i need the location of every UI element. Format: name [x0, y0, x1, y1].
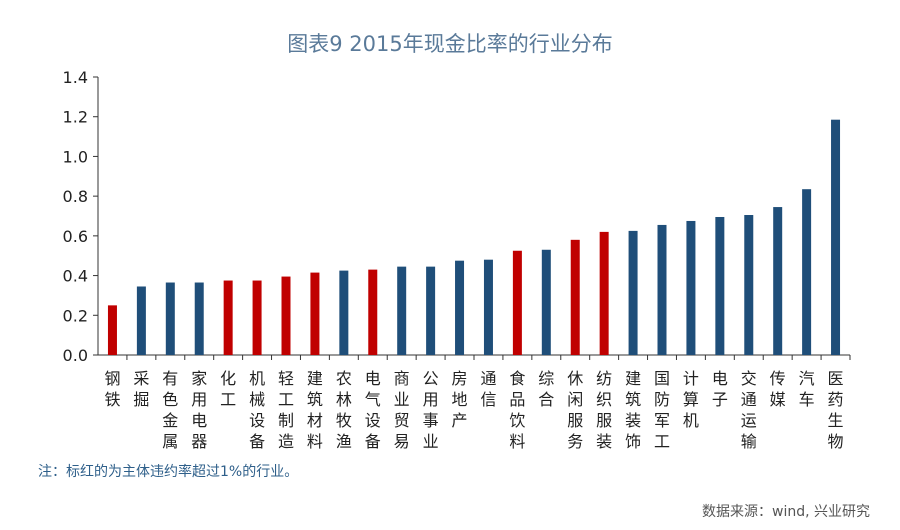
- x-tick-label: 有色金属: [162, 369, 178, 451]
- bar-4: [194, 282, 204, 355]
- data-source: 数据来源：wind, 兴业研究: [702, 504, 870, 520]
- x-tick-label: 建筑材料: [307, 369, 323, 451]
- x-tick-label: 钢铁: [104, 369, 120, 409]
- bar-5: [223, 280, 233, 355]
- x-tick-label: 机械设备: [249, 369, 265, 451]
- x-tick-label: 纺织服装: [596, 369, 612, 451]
- x-tick-label: 商业贸易: [394, 369, 410, 451]
- bar-17: [570, 239, 580, 355]
- bar-20: [657, 224, 667, 355]
- y-tick-label: 0.0: [63, 346, 88, 365]
- bar-13: [455, 260, 465, 355]
- bar-16: [541, 249, 551, 355]
- bar-2: [136, 286, 146, 355]
- bar-9: [339, 270, 349, 355]
- x-tick-label: 房地产: [452, 369, 468, 430]
- y-tick-label: 1.4: [63, 68, 88, 87]
- x-tick-label: 医药生物: [828, 369, 844, 451]
- chart-title: 图表9 2015年现金比率的行业分布: [287, 32, 613, 56]
- x-tick-label: 电子: [712, 369, 728, 409]
- y-tick-label: 1.2: [63, 108, 88, 127]
- bar-6: [252, 280, 262, 355]
- x-tick-label: 采掘: [133, 369, 149, 409]
- x-tick-label: 汽车: [799, 369, 815, 409]
- bar-3: [165, 282, 175, 355]
- chart-note: 注：标红的为主体违约率超过1%的行业。: [38, 464, 299, 480]
- x-tick-label: 建筑装饰: [625, 369, 641, 451]
- x-tick-label: 休闲服务: [567, 369, 583, 451]
- x-tick-labels: 钢铁采掘有色金属家用电器化工机械设备轻工制造建筑材料农林牧渔电气设备商业贸易公用…: [104, 369, 843, 451]
- x-tick-label: 交通运输: [741, 369, 757, 451]
- y-tick-label: 1.0: [63, 147, 88, 166]
- bar-14: [483, 259, 493, 355]
- x-tick-label: 家用电器: [191, 369, 207, 451]
- bar-1: [107, 305, 117, 355]
- bar-25: [802, 189, 812, 355]
- x-tick-label: 轻工制造: [278, 369, 294, 451]
- x-tick-label: 食品饮料: [509, 369, 525, 451]
- bar-12: [426, 266, 436, 355]
- bar-24: [773, 207, 783, 355]
- x-axis: [98, 354, 851, 360]
- bar-8: [310, 272, 320, 355]
- bar-26: [831, 119, 841, 355]
- y-tick-label: 0.4: [63, 267, 88, 286]
- x-tick-label: 综合: [538, 369, 554, 409]
- y-axis: 0.0 0.2 0.4 0.6 0.8 1.0 1.2 1.4: [63, 68, 99, 365]
- x-tick-label: 国防军工: [654, 369, 670, 451]
- bar-19: [628, 230, 638, 355]
- bar-10: [368, 269, 378, 355]
- x-tick-label: 通信: [480, 369, 496, 409]
- x-tick-label: 农林牧渔: [336, 369, 352, 451]
- y-tick-label: 0.8: [63, 187, 88, 206]
- bar-15: [512, 250, 522, 355]
- x-tick-label: 公用事业: [423, 369, 439, 451]
- x-tick-label: 计算机: [683, 369, 699, 430]
- bar-18: [599, 231, 609, 355]
- bar-series: [107, 119, 841, 355]
- bar-22: [715, 216, 725, 355]
- y-tick-label: 0.6: [63, 227, 88, 246]
- x-tick-label: 传媒: [770, 369, 786, 409]
- bar-7: [281, 276, 291, 355]
- bar-11: [397, 266, 407, 355]
- x-tick-label: 化工: [220, 369, 236, 409]
- bar-23: [744, 215, 754, 355]
- bar-21: [686, 220, 696, 355]
- x-tick-label: 电气设备: [365, 369, 381, 451]
- y-tick-label: 0.2: [63, 306, 88, 325]
